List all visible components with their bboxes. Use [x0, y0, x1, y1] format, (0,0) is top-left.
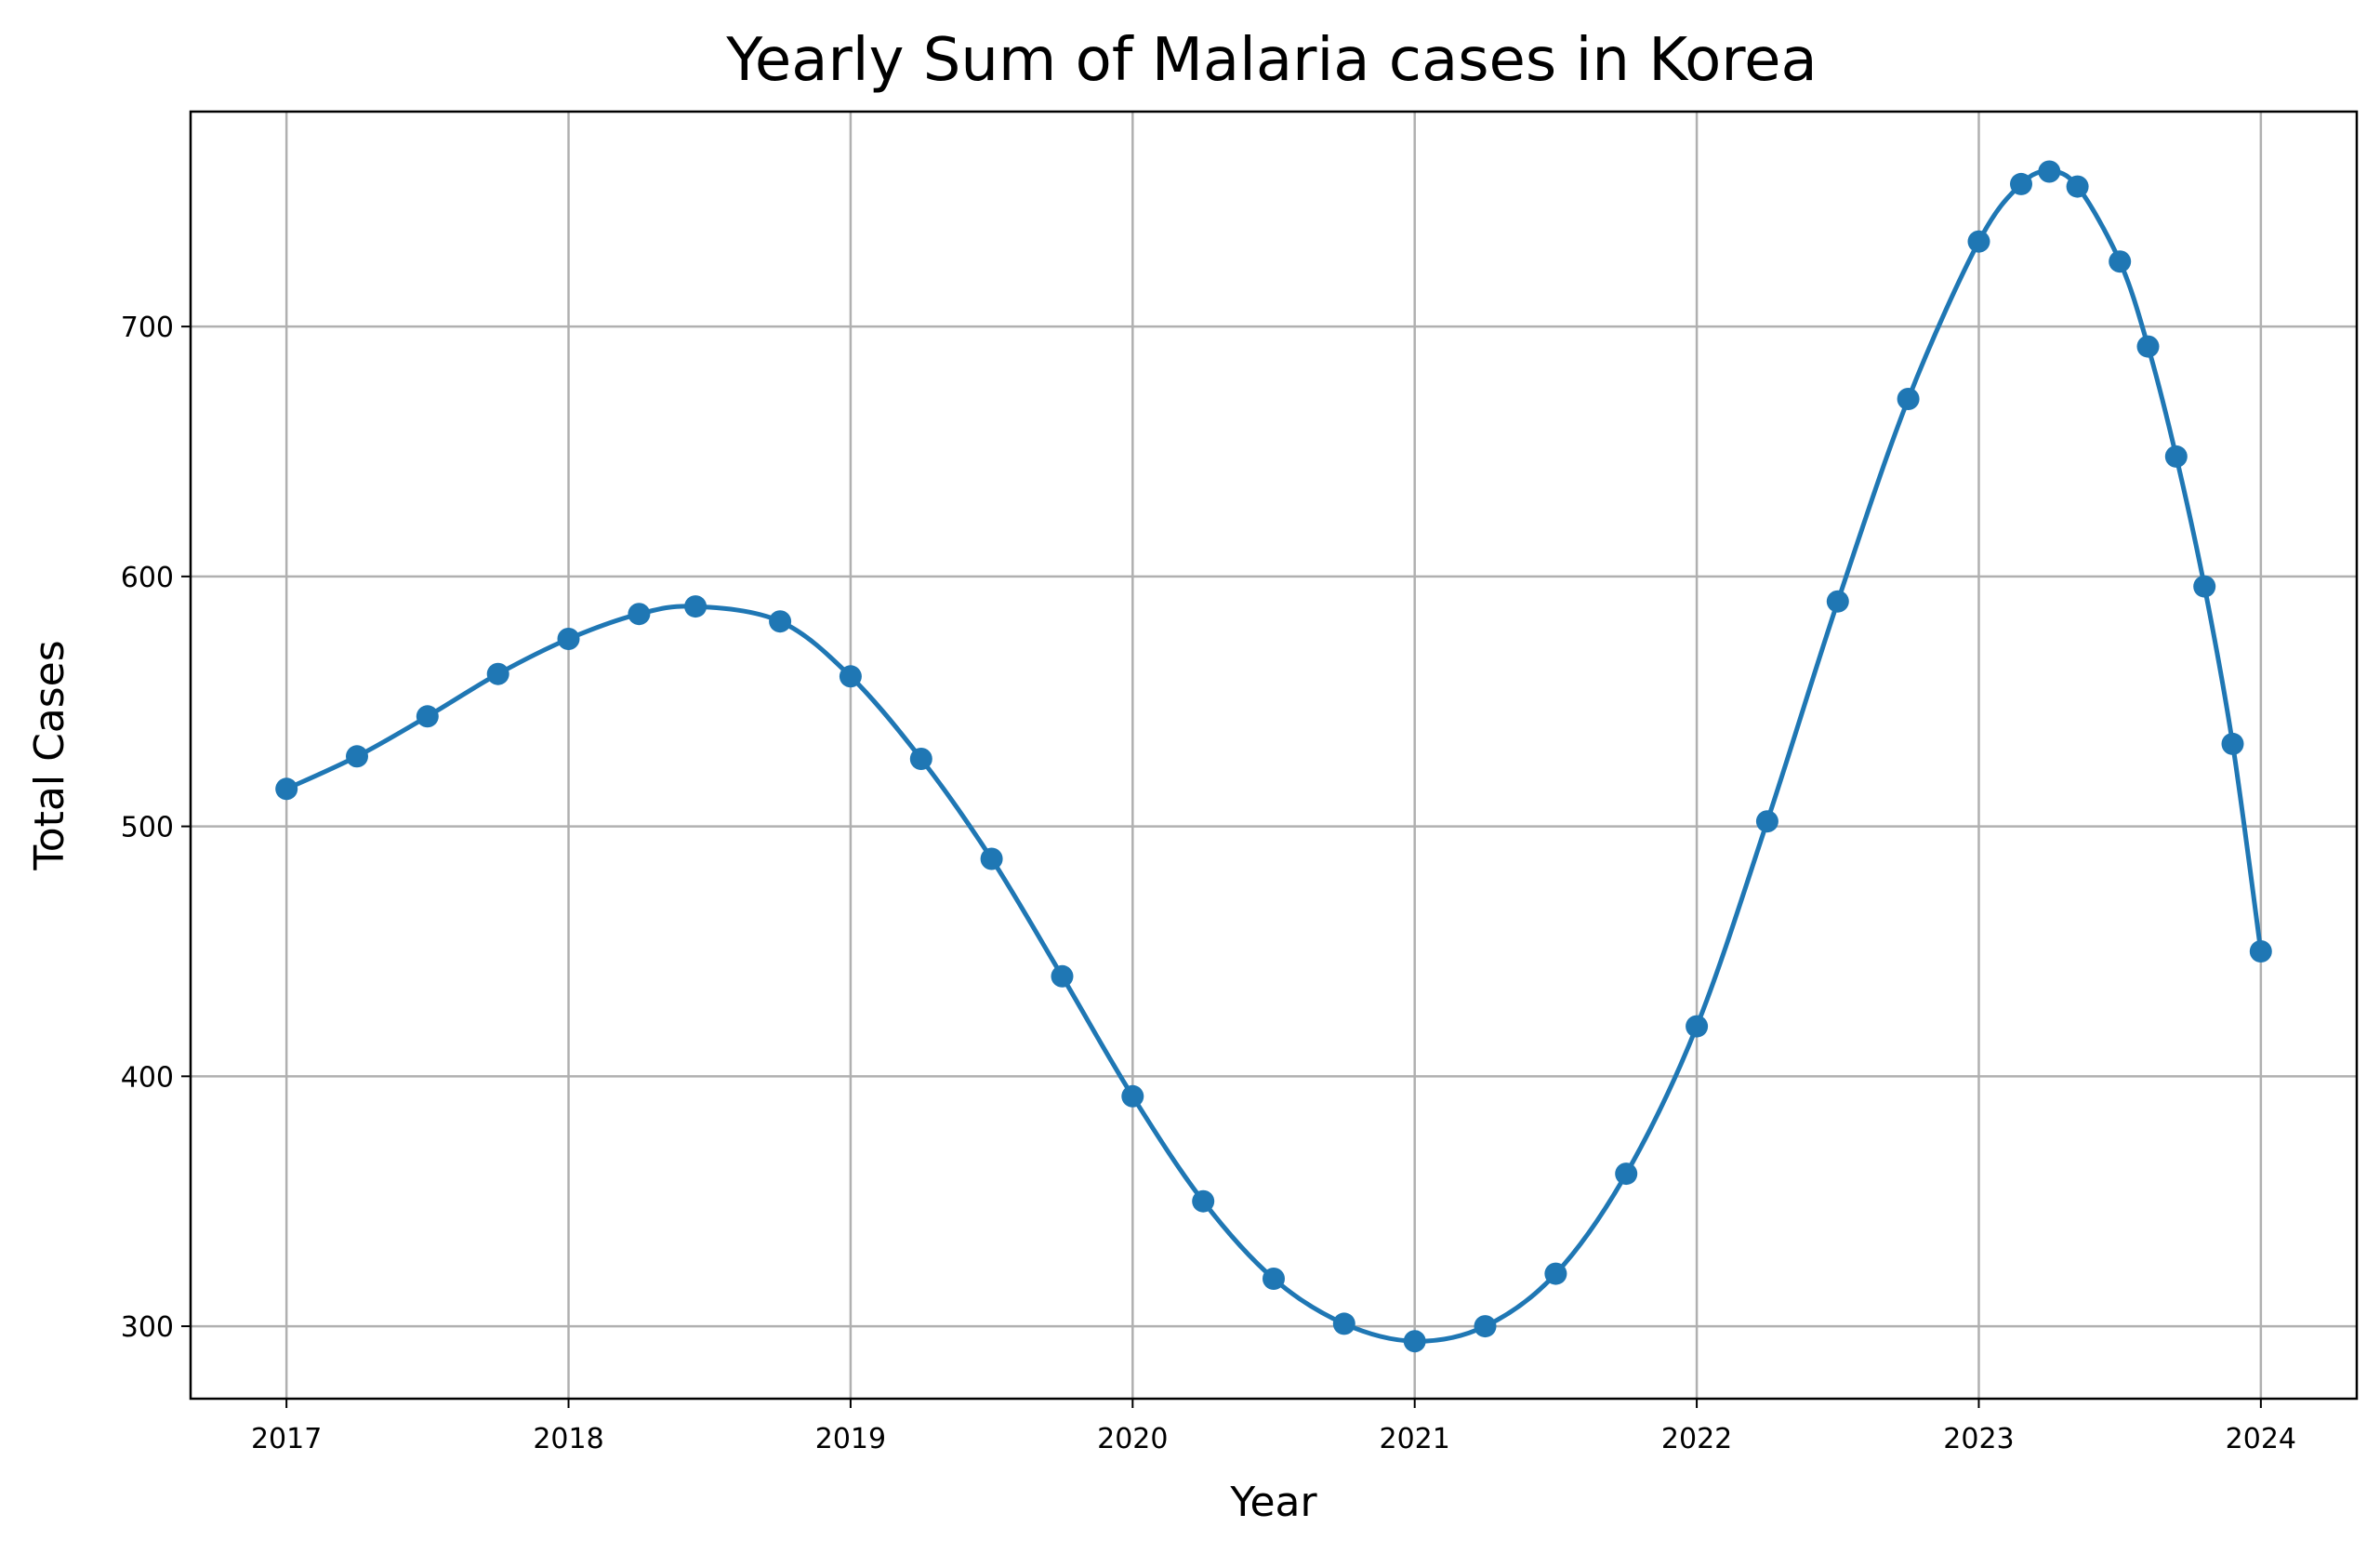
data-point: [1826, 590, 1849, 613]
data-point: [275, 777, 298, 801]
data-point: [2164, 445, 2188, 468]
data-point: [2109, 250, 2132, 273]
data-point: [1755, 810, 1778, 833]
data-point: [557, 628, 580, 650]
x-tick-label: 2020: [1097, 1423, 1168, 1455]
x-tick-label: 2022: [1661, 1423, 1732, 1455]
data-point: [980, 847, 1003, 870]
series-layer: [275, 160, 2272, 1353]
data-point: [1897, 388, 1920, 410]
data-point: [2066, 175, 2089, 198]
data-point: [2010, 172, 2032, 195]
y-axis-label: Total Cases: [26, 640, 73, 870]
data-point: [628, 603, 651, 626]
x-axis: 2017 2018 2019 2020 2021 2022 2023 2024: [251, 1399, 2296, 1455]
data-point: [346, 745, 368, 768]
data-point: [684, 595, 707, 618]
chart-title: Yearly Sum of Malaria cases in Korea: [725, 26, 1817, 95]
data-point: [1403, 1330, 1426, 1353]
data-point: [1332, 1312, 1355, 1335]
data-point: [1263, 1268, 1285, 1290]
data-point: [2249, 940, 2272, 963]
data-point: [1192, 1189, 1215, 1213]
x-tick-label: 2018: [533, 1423, 603, 1455]
y-tick-label: 300: [121, 1311, 174, 1344]
plot-frame: [189, 110, 2359, 1401]
y-tick-label: 500: [121, 812, 174, 844]
data-point: [2038, 160, 2061, 183]
x-tick-label: 2019: [815, 1423, 886, 1455]
x-axis-label: Year: [1229, 1479, 1317, 1526]
data-point: [1686, 1015, 1709, 1038]
data-point: [1121, 1084, 1144, 1108]
data-point: [2221, 732, 2244, 755]
data-point: [909, 748, 932, 770]
data-point: [416, 705, 439, 728]
y-tick-label: 600: [121, 562, 174, 594]
data-point: [769, 610, 792, 633]
data-point: [1474, 1315, 1497, 1338]
data-point: [1544, 1262, 1567, 1285]
x-tick-label: 2017: [251, 1423, 322, 1455]
data-point: [839, 665, 862, 688]
data-point: [2193, 575, 2216, 598]
y-tick-label: 700: [121, 312, 174, 344]
data-point: [1051, 964, 1074, 988]
data-point: [486, 662, 509, 685]
y-tick-label: 400: [121, 1061, 174, 1094]
data-point: [1615, 1162, 1638, 1186]
series-line: [285, 168, 2264, 1344]
grid: [191, 112, 2357, 1399]
x-tick-label: 2023: [1943, 1423, 2014, 1455]
data-point: [2136, 335, 2160, 358]
x-tick-label: 2024: [2226, 1423, 2296, 1455]
x-tick-label: 2021: [1380, 1423, 1450, 1455]
y-axis: 300 400 500 600 700: [121, 312, 191, 1344]
data-point: [1967, 230, 1990, 253]
